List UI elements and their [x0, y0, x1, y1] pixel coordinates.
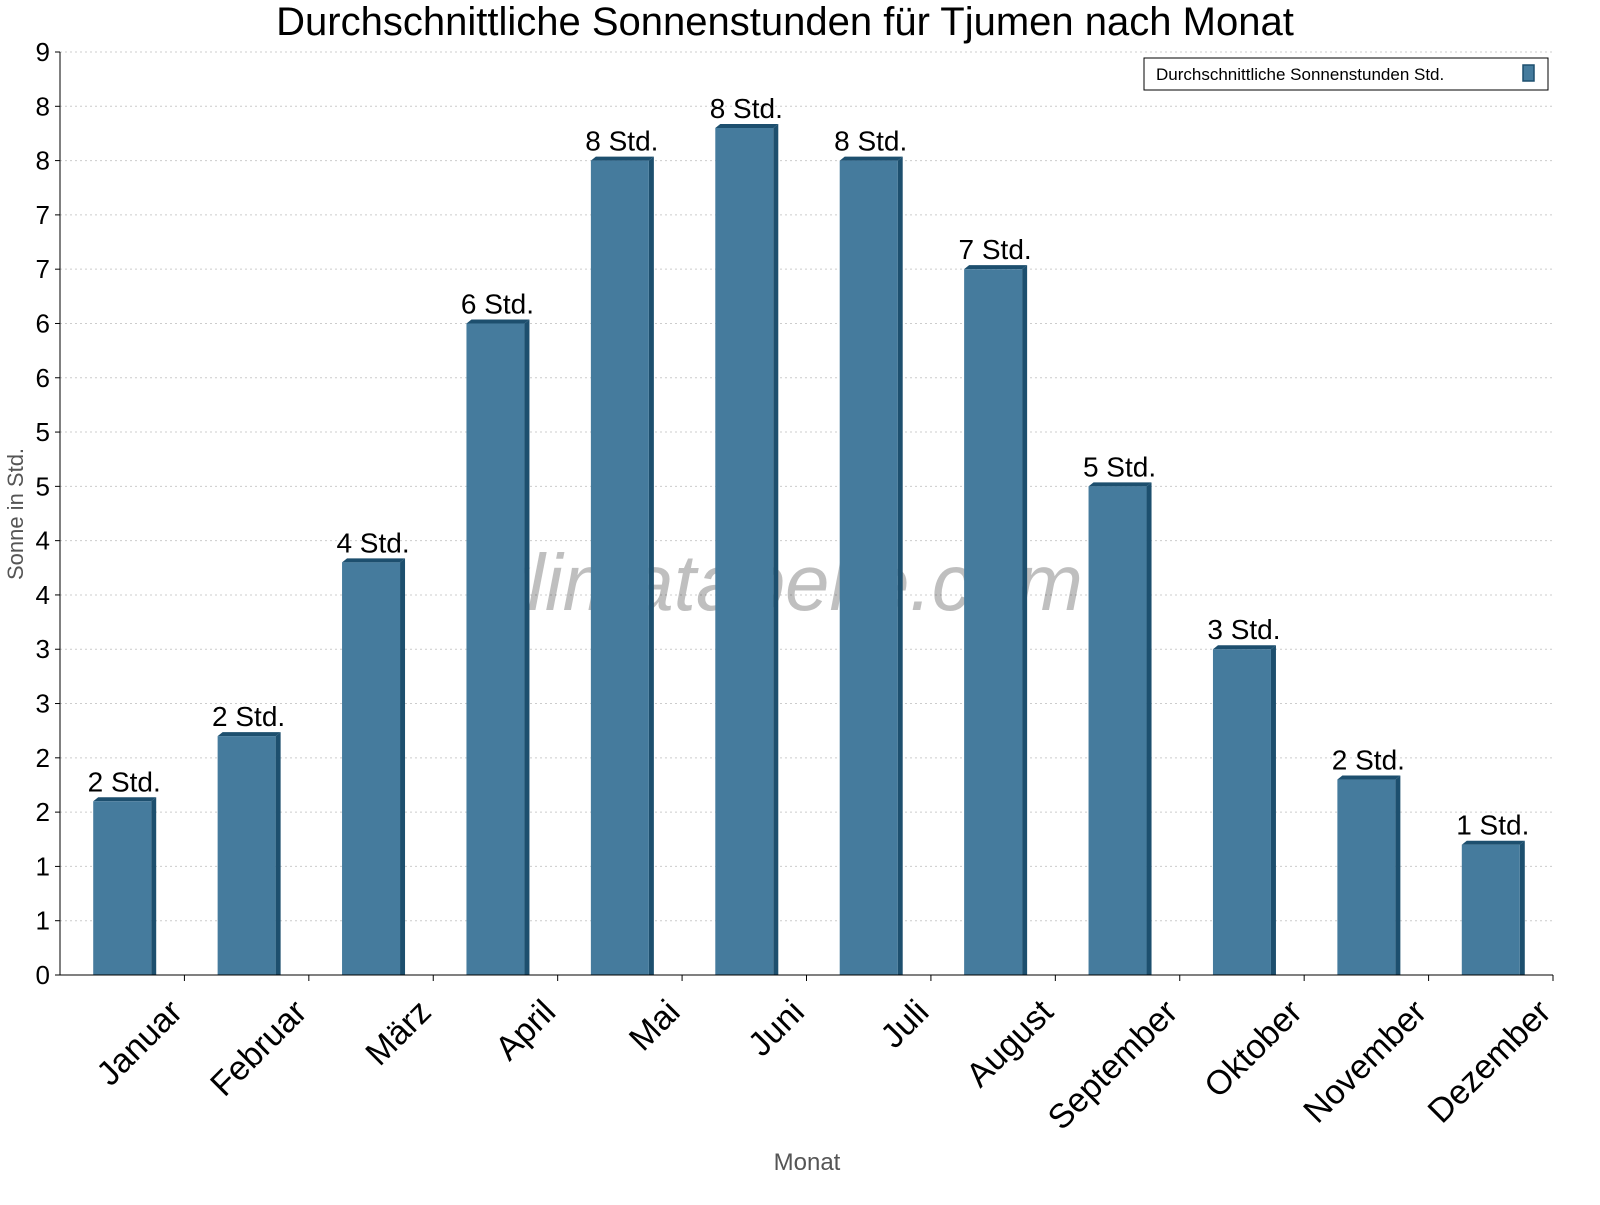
bar-juli — [839, 160, 898, 975]
bar-mai — [590, 160, 649, 975]
bar-side — [275, 732, 281, 975]
bar-top — [93, 797, 157, 802]
x-tick-label: Dezember — [1421, 993, 1559, 1131]
data-label: 2 Std. — [212, 701, 285, 732]
bar-top — [715, 124, 779, 129]
y-tick-label: 4 — [36, 580, 50, 610]
y-tick-label: 8 — [36, 146, 50, 176]
bar-februar — [217, 736, 276, 975]
x-tick-label: August — [959, 992, 1061, 1094]
data-label: 2 Std. — [1332, 745, 1405, 776]
bar-top — [466, 319, 530, 324]
y-tick-label: 5 — [36, 417, 50, 447]
bar-side — [1146, 482, 1152, 975]
x-tick-label: Februar — [203, 993, 314, 1104]
y-tick-label: 3 — [36, 634, 50, 664]
bar-dezember — [1461, 844, 1520, 975]
bar-side — [897, 156, 903, 975]
data-label: 5 Std. — [1083, 451, 1156, 482]
x-tick-label: November — [1296, 993, 1434, 1131]
y-tick-label: 6 — [36, 308, 50, 338]
bar-top — [839, 156, 903, 161]
y-tick-label: 7 — [36, 254, 50, 284]
bar-juni — [715, 128, 774, 975]
x-tick-label: Mai — [622, 993, 688, 1059]
bar-side — [1270, 645, 1276, 975]
x-tick-label: September — [1041, 993, 1185, 1137]
bar-side — [400, 558, 406, 975]
bar-top — [1461, 840, 1525, 845]
bar-top — [1088, 482, 1152, 487]
legend: Durchschnittliche Sonnenstunden Std. — [1143, 57, 1549, 91]
bar-oktober — [1212, 649, 1271, 975]
x-tick-label: Juli — [873, 993, 936, 1056]
bar-top — [342, 558, 406, 563]
x-axis-label: Monat — [774, 1149, 841, 1176]
bar-januar — [93, 801, 152, 975]
bar-märz — [342, 562, 401, 975]
bar-side — [524, 319, 530, 975]
data-label: 4 Std. — [336, 527, 409, 558]
y-tick-label: 4 — [36, 526, 50, 556]
bar-top — [217, 732, 281, 737]
legend-box — [1143, 57, 1549, 91]
legend-swatch — [1522, 64, 1535, 82]
y-axis-label: Sonne in Std. — [3, 448, 28, 580]
data-label: 8 Std. — [710, 93, 783, 124]
y-tick-label: 5 — [36, 471, 50, 501]
data-label: 1 Std. — [1456, 810, 1529, 841]
bar-august — [964, 269, 1023, 975]
bar-september — [1088, 486, 1147, 975]
bar-november — [1337, 779, 1396, 975]
bar-top — [590, 156, 654, 161]
data-label: 2 Std. — [88, 766, 161, 797]
x-tick-label: Januar — [89, 993, 189, 1093]
bar-top — [964, 265, 1028, 270]
bar-top — [1337, 775, 1401, 780]
x-tick-label: Juni — [741, 993, 812, 1064]
y-tick-label: 9 — [36, 37, 50, 67]
bar-side — [151, 797, 157, 975]
chart-title: Durchschnittliche Sonnenstunden für Tjum… — [276, 0, 1294, 44]
x-tick-label: April — [488, 993, 563, 1068]
gridlines — [60, 51, 1553, 922]
y-tick-label: 0 — [36, 960, 50, 990]
x-tick-label: März — [358, 993, 438, 1073]
bar-side — [1022, 265, 1028, 975]
y-tick-label: 1 — [36, 906, 50, 936]
y-tick-label: 3 — [36, 689, 50, 719]
data-label: 6 Std. — [461, 288, 534, 319]
y-tick-label: 6 — [36, 363, 50, 393]
data-label: 3 Std. — [1207, 614, 1280, 645]
x-tick-label: Oktober — [1197, 993, 1309, 1105]
bar-side — [1395, 775, 1401, 975]
y-tick-label: 1 — [36, 851, 50, 881]
data-label: 8 Std. — [834, 126, 907, 157]
bar-side — [648, 156, 654, 975]
y-tick-label: 7 — [36, 200, 50, 230]
bar-side — [1519, 840, 1525, 975]
data-label: 8 Std. — [585, 126, 658, 157]
bar-side — [773, 124, 779, 975]
bar-top — [1212, 645, 1276, 650]
legend-label: Durchschnittliche Sonnenstunden Std. — [1156, 65, 1444, 84]
bars: 2 Std. 2 Std. 4 Std. 6 Std. 8 Std. 8 Std. 8 St… — [88, 93, 1529, 975]
y-tick-label: 2 — [36, 743, 50, 773]
data-label: 7 Std. — [959, 234, 1032, 265]
bar-april — [466, 323, 525, 975]
y-tick-label: 8 — [36, 91, 50, 121]
y-tick-label: 2 — [36, 797, 50, 827]
